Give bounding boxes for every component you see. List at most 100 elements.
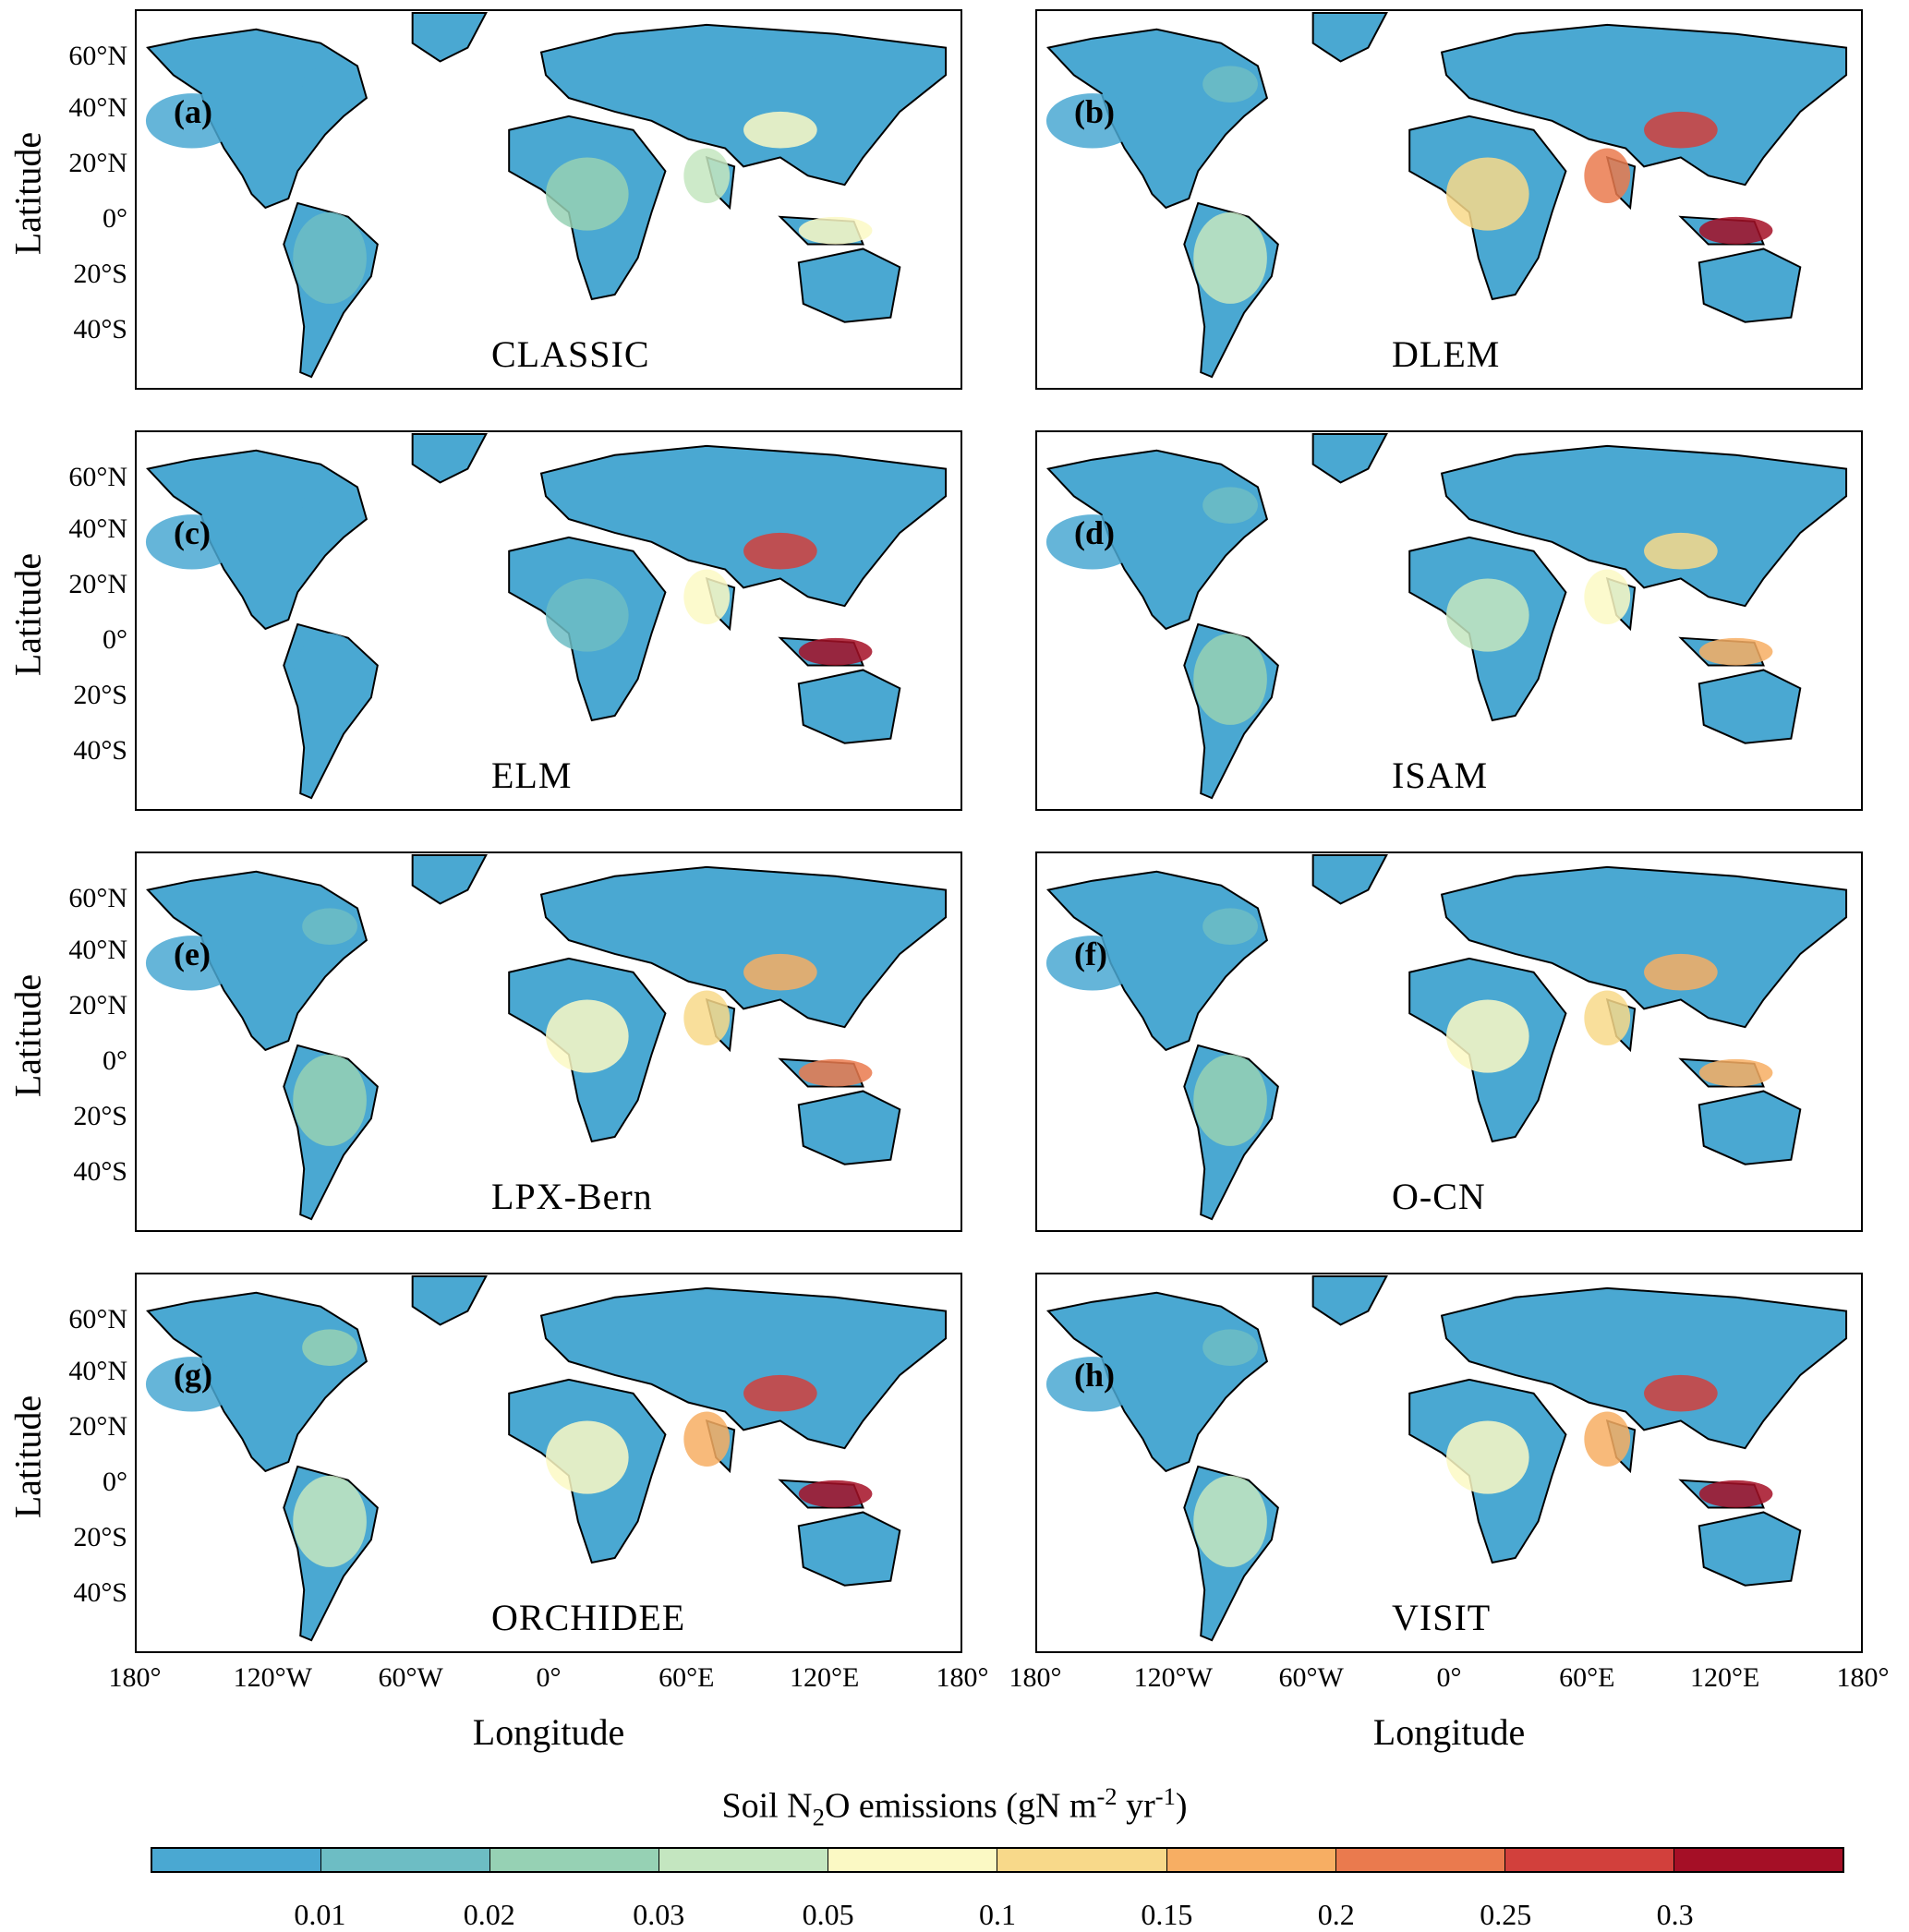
latitude-tick-label: 20°S (73, 259, 127, 289)
map-panel-e: (e) LPX-Bern (135, 851, 962, 1232)
emission-hotspot (743, 532, 817, 570)
emission-hotspot (1584, 569, 1631, 624)
emission-hotspot (743, 1374, 817, 1412)
emission-hotspot (293, 1054, 367, 1146)
emission-hotspot (546, 1420, 629, 1494)
colorbar-segment (828, 1849, 998, 1871)
model-name: CLASSIC (491, 333, 650, 375)
world-map (145, 11, 948, 379)
emission-hotspot (1698, 216, 1773, 245)
emission-hotspot (1045, 514, 1139, 570)
emission-hotspot (1202, 1329, 1258, 1367)
emission-hotspot (1515, 1310, 1662, 1348)
colorbar-segment (1166, 1849, 1336, 1871)
colorbar-tick-label: 0.03 (633, 1898, 685, 1931)
colorbar-tick-label: 0.3 (1656, 1898, 1694, 1931)
emission-hotspot (302, 908, 357, 946)
colorbar-tick-label: 0.25 (1480, 1898, 1532, 1931)
emission-hotspot (1515, 889, 1662, 927)
world-map (145, 1274, 948, 1642)
model-name: ELM (491, 755, 573, 796)
longitude-tick-label: 180° (108, 1662, 162, 1693)
emission-hotspot (1045, 93, 1139, 149)
latitude-tick-label: 40°S (73, 1156, 127, 1187)
emission-hotspot (1644, 1374, 1718, 1412)
longitude-tick-label: 120°W (1133, 1662, 1213, 1693)
emission-hotspot (1584, 1411, 1631, 1467)
longitude-tick-label: 60°E (1559, 1662, 1615, 1693)
emission-hotspot (1045, 936, 1139, 991)
map-panel-h: (h) VISIT (1035, 1273, 1863, 1653)
emission-hotspot (1202, 66, 1258, 103)
emission-hotspot (798, 216, 873, 245)
emission-hotspot (1202, 487, 1258, 525)
emission-hotspot (293, 633, 367, 725)
emission-hotspot (145, 93, 238, 149)
emission-hotspot (302, 487, 357, 525)
emission-hotspot (546, 157, 629, 231)
colorbar-segment (1335, 1849, 1505, 1871)
emission-hotspot (614, 889, 762, 927)
model-name: VISIT (1392, 1597, 1492, 1638)
latitude-tick-label: 60°N (68, 1304, 127, 1334)
colorbar-tick-label: 0.15 (1141, 1898, 1193, 1931)
panel-letter: (f) (1074, 936, 1107, 972)
colorbar-segment (152, 1849, 322, 1871)
emission-hotspot (1515, 468, 1662, 506)
longitude-tick-label: 120°E (789, 1662, 860, 1693)
emission-hotspot (683, 148, 731, 203)
colorbar-tick-label: 0.01 (294, 1898, 346, 1931)
latitude-tick-label: 20°S (73, 1522, 127, 1552)
latitude-tick-label: 0° (103, 203, 127, 234)
map-panel-c: (c) ELM (135, 430, 962, 811)
panel-letter: (b) (1074, 93, 1115, 130)
map-panel-b: (b) DLEM (1035, 9, 1863, 390)
latitude-tick-label: 20°N (68, 148, 127, 178)
panel-letter: (d) (1074, 514, 1115, 551)
emission-hotspot (1584, 148, 1631, 203)
latitude-tick-label: 60°N (68, 462, 127, 492)
latitude-tick-label: 0° (103, 1045, 127, 1076)
panel-letter: (a) (174, 93, 212, 130)
colorbar-segment (659, 1849, 829, 1871)
world-map (1045, 432, 1848, 800)
model-name: LPX-Bern (491, 1176, 653, 1217)
emission-hotspot (614, 468, 762, 506)
latitude-tick-label: 20°N (68, 990, 127, 1020)
emission-hotspot (1193, 633, 1267, 725)
emission-hotspot (1202, 908, 1258, 946)
map-panel-d: (d) ISAM (1035, 430, 1863, 811)
emission-hotspot (1193, 1054, 1267, 1146)
emission-hotspot (1193, 211, 1267, 304)
emission-hotspot (145, 936, 238, 991)
emission-hotspot (798, 1479, 873, 1508)
emission-hotspot (546, 578, 629, 652)
emission-hotspot (614, 47, 762, 85)
emission-hotspot (614, 1310, 762, 1348)
latitude-tick-label: 40°N (68, 935, 127, 965)
colorbar-segment (1504, 1849, 1674, 1871)
model-name: ORCHIDEE (491, 1597, 686, 1638)
emission-hotspot (1644, 111, 1718, 149)
world-map (1045, 1274, 1848, 1642)
emission-hotspot (683, 1411, 731, 1467)
model-name: ISAM (1392, 755, 1489, 796)
emission-hotspot (1644, 953, 1718, 991)
colorbar-tick-label: 0.2 (1317, 1898, 1355, 1931)
latitude-tick-label: 20°N (68, 1411, 127, 1442)
model-name: DLEM (1392, 333, 1501, 375)
emission-hotspot (145, 1357, 238, 1412)
world-map (145, 432, 948, 800)
longitude-tick-label: 60°E (658, 1662, 715, 1693)
longitude-tick-label: 60°W (378, 1662, 443, 1693)
world-map (1045, 11, 1848, 379)
emission-hotspot (1446, 157, 1529, 231)
emission-hotspot (293, 1475, 367, 1567)
world-map (1045, 853, 1848, 1221)
map-panel-a: (a) CLASSIC (135, 9, 962, 390)
latitude-tick-label: 0° (103, 624, 127, 655)
emission-hotspot (302, 1329, 357, 1367)
emission-hotspot (743, 953, 817, 991)
emission-hotspot (1698, 1058, 1773, 1087)
panel-letter: (c) (174, 514, 211, 551)
